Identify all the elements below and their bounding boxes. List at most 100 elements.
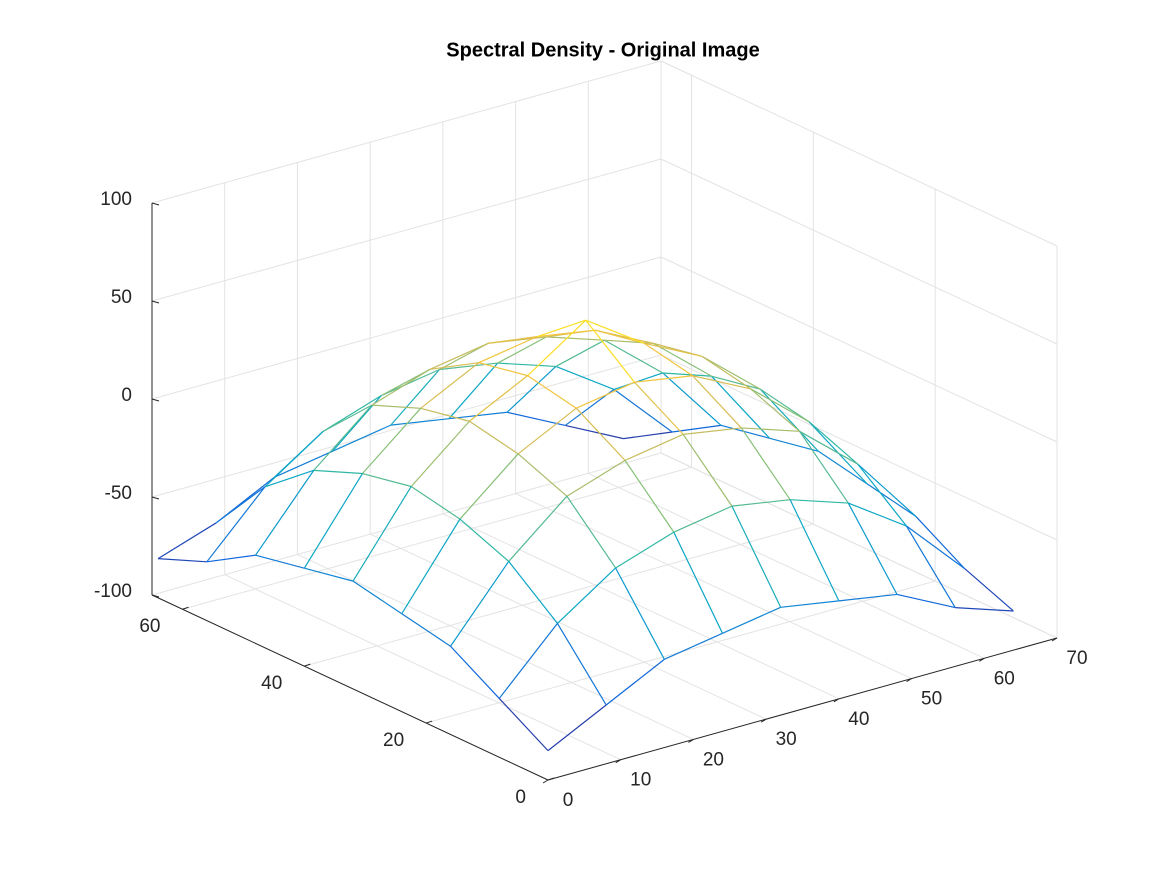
mesh-segment	[430, 362, 479, 370]
mesh-segment	[488, 336, 538, 344]
mesh-segment	[692, 375, 742, 429]
mesh-segment	[711, 375, 771, 439]
x-tick	[979, 657, 985, 662]
mesh-segment	[215, 486, 266, 524]
mesh-segment	[780, 600, 839, 608]
mesh-segment	[565, 424, 624, 440]
mesh-segment	[613, 388, 673, 433]
mesh-segment	[420, 362, 480, 409]
mesh-segment	[508, 495, 568, 562]
mesh-segment	[731, 499, 791, 507]
mesh-segment	[848, 502, 907, 527]
z-tick-label: 0	[121, 385, 132, 406]
mesh-segment	[799, 430, 849, 504]
mesh-segment	[624, 433, 684, 461]
mesh-segment	[683, 427, 742, 435]
mesh-segment	[720, 424, 770, 439]
mesh-segment	[731, 505, 782, 608]
mesh-segment	[536, 329, 596, 338]
mesh-segment	[701, 355, 761, 390]
mesh-segment	[750, 388, 800, 432]
grid-line	[151, 256, 662, 400]
mesh-segment	[653, 342, 712, 377]
mesh-segment	[964, 568, 1014, 612]
grid-line	[660, 354, 1058, 541]
mesh-segment	[313, 404, 373, 471]
mesh-segment	[847, 502, 898, 595]
mesh-segment	[790, 499, 849, 504]
x-axis	[547, 637, 1058, 781]
z-tick-label: 50	[111, 287, 132, 308]
mesh-segment	[459, 453, 519, 520]
z-tick	[151, 202, 160, 206]
mesh-segment	[662, 372, 712, 377]
mesh-segment	[303, 473, 363, 569]
mesh-segment	[157, 522, 217, 560]
mesh-segment	[448, 362, 499, 420]
mesh-segment	[517, 453, 568, 497]
grid-line	[660, 256, 1058, 443]
y-tick-label: 20	[383, 730, 404, 751]
mesh-segment	[711, 375, 761, 390]
grid-line	[369, 533, 767, 720]
mesh-segment	[838, 593, 898, 602]
mesh-segment	[662, 372, 722, 426]
mesh-segment	[664, 632, 723, 660]
mesh-segment	[759, 388, 810, 423]
mesh-segment	[604, 339, 664, 374]
mesh-segment	[352, 486, 412, 582]
mesh-segment	[915, 516, 966, 570]
mesh-segment	[206, 486, 266, 563]
y-tick-label: 0	[515, 787, 526, 808]
y-tick	[304, 663, 311, 667]
mesh-segment	[332, 424, 392, 452]
grid-line	[660, 452, 1058, 639]
grid-line	[442, 513, 840, 700]
x-tick	[1051, 637, 1058, 642]
mesh-segment	[623, 431, 673, 440]
mesh-segment	[371, 404, 421, 409]
mesh-segment	[566, 495, 617, 569]
grid-line	[151, 158, 662, 302]
mesh-segment	[643, 342, 693, 377]
chart-title: Spectral Density - Original Image	[446, 39, 759, 61]
z-tick	[151, 300, 160, 304]
grid-line	[660, 60, 1058, 247]
mesh-segment	[313, 469, 363, 475]
mesh-segment	[362, 407, 422, 474]
grid-line	[297, 553, 694, 740]
mesh-segment	[557, 567, 617, 624]
x-tick-label: 60	[994, 668, 1015, 689]
mesh-segment	[955, 607, 1014, 612]
grid-line	[224, 574, 621, 761]
mesh-segment	[506, 411, 566, 427]
mesh-segment	[506, 366, 557, 413]
x-tick-label: 70	[1066, 648, 1087, 669]
mesh-segment	[517, 407, 577, 455]
mesh-segment	[450, 561, 510, 647]
mesh-segment	[420, 407, 470, 422]
z-tick	[151, 398, 160, 402]
x-tick-label: 50	[921, 689, 942, 710]
grid-line	[515, 493, 912, 680]
mesh-segment	[789, 499, 840, 602]
mesh-segment	[615, 531, 675, 569]
x-tick-label: 20	[703, 749, 724, 770]
mesh-segment	[352, 580, 403, 615]
mesh-segment	[769, 437, 819, 452]
mesh-segment	[808, 421, 859, 465]
mesh-segment	[264, 469, 314, 488]
mesh-segment	[634, 375, 693, 383]
mesh-segment	[390, 418, 450, 426]
mesh-segment	[498, 698, 549, 752]
y-tick-label: 40	[261, 673, 282, 694]
mesh-segment	[304, 567, 354, 582]
grid-line	[304, 523, 814, 667]
mesh-segment	[478, 362, 528, 377]
mesh-segment	[498, 623, 558, 699]
mesh-segment	[497, 362, 556, 368]
mesh-segment	[429, 342, 489, 370]
mesh-segment	[866, 483, 917, 517]
mesh-segment	[264, 430, 324, 488]
